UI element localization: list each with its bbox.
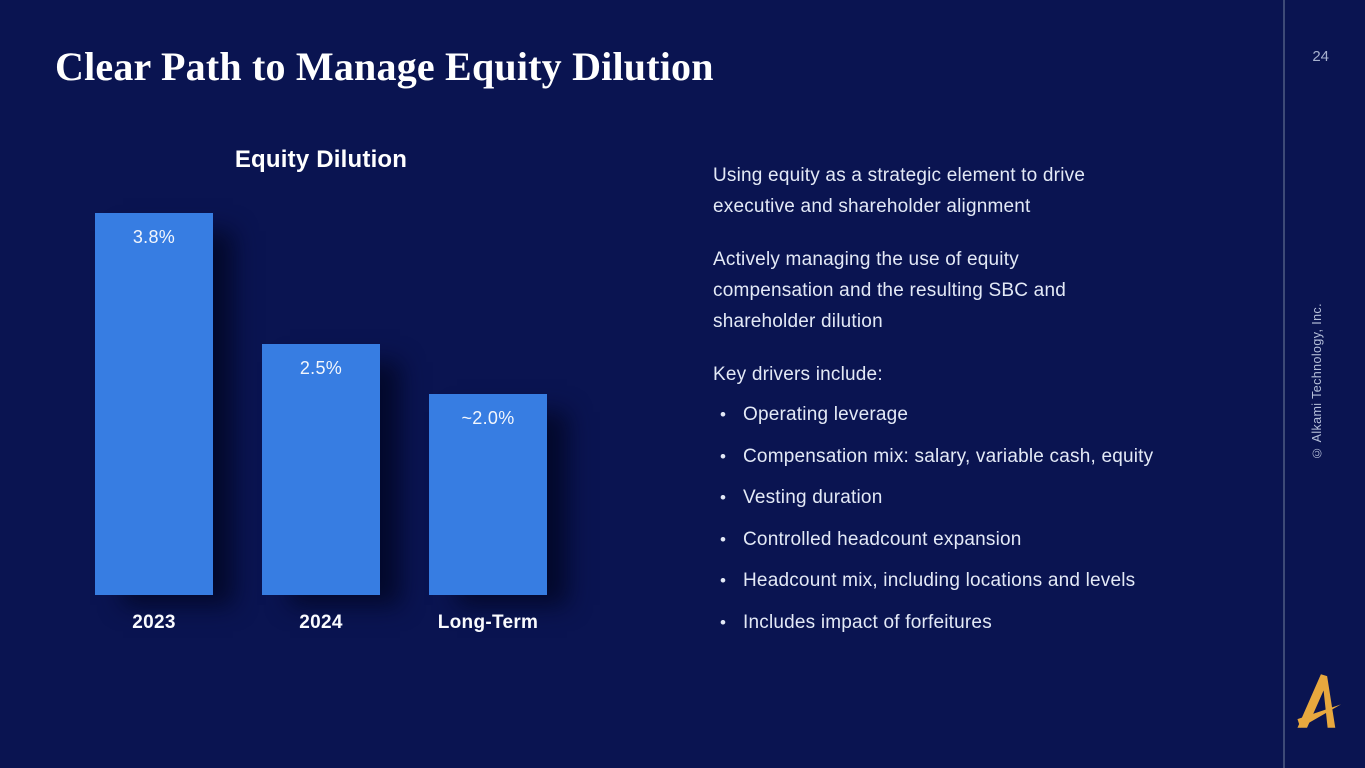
bar-value-label: 3.8%: [132, 227, 176, 247]
copyright-text: © Alkami Technology, Inc.: [1310, 303, 1324, 460]
vertical-divider: [1283, 0, 1285, 768]
page-number: 24: [1312, 48, 1329, 65]
list-item: • Includes impact of forfeitures: [713, 602, 1278, 644]
slide-title: Clear Path to Manage Equity Dilution: [55, 44, 714, 89]
list-item: • Headcount mix, including locations and …: [713, 560, 1278, 602]
bullet-icon: •: [720, 529, 727, 549]
list-item-label: Compensation mix: salary, variable cash,…: [743, 445, 1154, 467]
paragraph-key-drivers: Key drivers include:: [713, 364, 883, 385]
list-item-label: Operating leverage: [743, 404, 909, 425]
bullet-icon: •: [720, 571, 727, 590]
bar-group: 3.8% 2.5% ~2.0%: [95, 213, 547, 595]
bullet-icon: •: [720, 612, 727, 632]
list-item: • Controlled headcount expansion: [713, 519, 1278, 561]
paragraph-actively-managing: Actively managing the use of equity comp…: [713, 249, 1066, 332]
alkami-a-logo-icon: [1297, 674, 1341, 728]
bar-long-term: ~2.0%: [429, 394, 547, 595]
bullet-icon: •: [720, 488, 727, 507]
chart-title: Equity Dilution: [234, 146, 408, 173]
paragraph-strategic-element: Using equity as a strategic element to d…: [713, 165, 1086, 217]
category-label: Long-Term: [437, 612, 539, 633]
bar-2023: 3.8%: [95, 213, 213, 595]
category-row: 2023 2024 Long-Term: [95, 612, 547, 634]
bullet-icon: •: [720, 446, 727, 466]
bullet-icon: •: [720, 405, 727, 424]
list-item: • Operating leverage: [713, 394, 1278, 436]
bar-value-label: 2.5%: [299, 358, 343, 378]
key-drivers-list: • Operating leverage • Compensation mix: s…: [713, 394, 1278, 643]
category-label: 2023: [132, 612, 176, 633]
category-label: 2024: [299, 612, 343, 633]
list-item: • Vesting duration: [713, 477, 1278, 519]
bar-value-label: ~2.0%: [461, 408, 515, 428]
list-item-label: Headcount mix, including locations and l…: [743, 570, 1136, 591]
list-item-label: Controlled headcount expansion: [743, 528, 1022, 550]
list-item: • Compensation mix: salary, variable cash…: [713, 436, 1278, 478]
list-item-label: Includes impact of forfeitures: [743, 611, 992, 633]
list-item-label: Vesting duration: [743, 487, 883, 508]
bar-2024: 2.5%: [262, 344, 380, 595]
content-column: Using equity as a strategic element to d…: [713, 160, 1278, 643]
